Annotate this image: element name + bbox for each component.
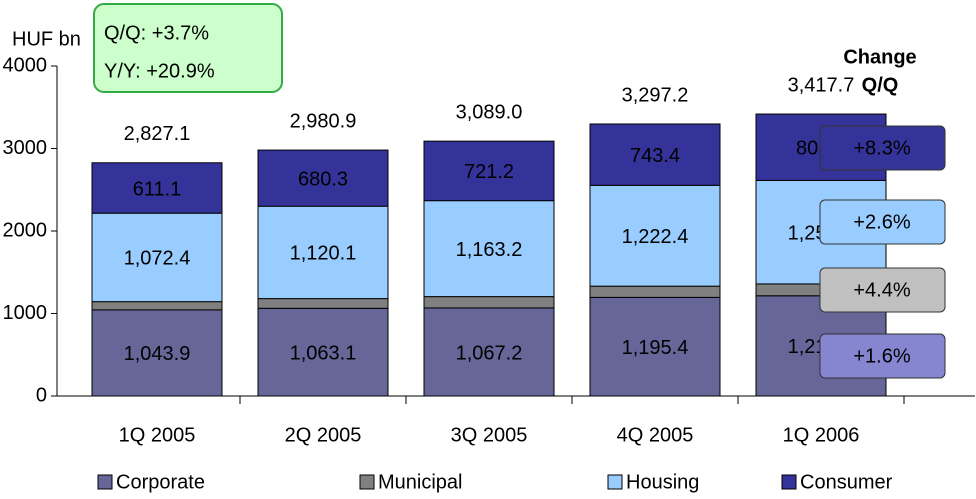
change-title: Q/Q [862, 74, 899, 96]
change-box [819, 199, 946, 245]
data-label: 1,163.2 [456, 239, 523, 261]
bar-segment [423, 200, 555, 298]
legend-swatch [359, 474, 375, 490]
bar-segment [589, 296, 721, 397]
x-tick-label: 2Q 2005 [285, 424, 362, 446]
data-label: 611.1 [133, 178, 182, 200]
bar-segment [423, 307, 555, 397]
change-box [819, 333, 946, 379]
change-label: +8.3% [853, 137, 910, 159]
y-tick-label: 2000 [3, 219, 48, 241]
bar-segment [423, 296, 555, 309]
y-tick-label: 4000 [3, 54, 48, 76]
data-label: 1,120.1 [290, 243, 357, 265]
legend-swatch [97, 474, 113, 490]
x-tick-label: 3Q 2005 [451, 424, 528, 446]
bar-segment [91, 301, 223, 311]
data-label: 1,067.2 [456, 342, 523, 364]
x-tick-label: 1Q 2006 [783, 424, 860, 446]
change-label: +4.4% [853, 279, 910, 301]
bar-segment [257, 149, 389, 207]
total-label: 3,089.0 [456, 101, 523, 123]
bar-segment [91, 212, 223, 303]
legend-label: Municipal [378, 471, 462, 493]
x-tick-label: 1Q 2005 [119, 424, 196, 446]
summary-text: Y/Y: +20.9% [104, 60, 215, 82]
legend-label: Corporate [116, 471, 205, 493]
change-box [819, 267, 946, 313]
data-label: 1,043.9 [124, 343, 191, 365]
summary-box [93, 3, 283, 93]
bar-segment [589, 184, 721, 287]
change-box [819, 125, 946, 171]
y-tick-label: 1000 [3, 302, 48, 324]
total-label: 3,417.7 [788, 74, 855, 96]
data-label: 743.4 [630, 145, 680, 167]
bar-segment [589, 285, 721, 298]
total-label: 3,297.2 [622, 84, 689, 106]
data-label: 1,063.1 [290, 342, 357, 364]
x-tick-label: 4Q 2005 [617, 424, 694, 446]
data-label: 1,195.4 [622, 337, 689, 359]
y-tick-label: 0 [36, 384, 47, 406]
legend-label: Housing [626, 471, 699, 493]
bar-segment [423, 140, 555, 202]
bar-segment [91, 309, 223, 397]
change-label: +2.6% [853, 211, 910, 233]
total-label: 2,980.9 [290, 110, 357, 132]
change-title: Change [843, 46, 916, 68]
data-label: 721.2 [464, 161, 514, 183]
data-label: 1,222.4 [622, 226, 689, 248]
change-label: +1.6% [853, 345, 910, 367]
data-label: 1,072.4 [124, 248, 191, 270]
bar-segment [257, 205, 389, 300]
y-axis-label: HUF bn [12, 28, 81, 50]
total-label: 2,827.1 [124, 123, 191, 145]
bar-segment [589, 123, 721, 186]
bar-segment [257, 298, 389, 309]
legend-swatch [781, 474, 797, 490]
data-label: 680.3 [298, 168, 348, 190]
summary-text: Q/Q: +3.7% [104, 22, 209, 44]
bar-segment [91, 162, 223, 214]
legend-label: Consumer [800, 471, 893, 493]
legend-swatch [607, 474, 623, 490]
y-tick-label: 3000 [3, 137, 48, 159]
